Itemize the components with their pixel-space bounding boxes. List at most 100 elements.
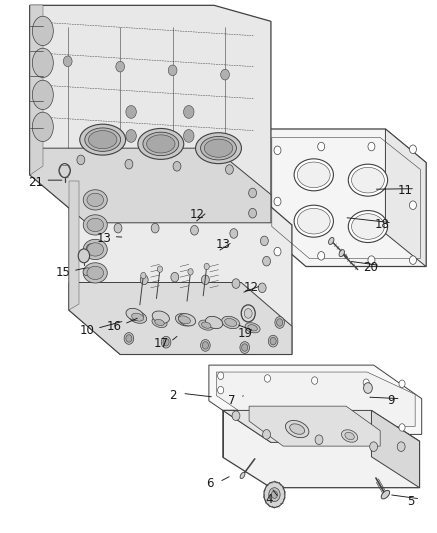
Circle shape — [191, 225, 198, 235]
Polygon shape — [30, 5, 43, 175]
Polygon shape — [69, 181, 79, 310]
Circle shape — [263, 256, 271, 266]
Circle shape — [124, 333, 134, 344]
Circle shape — [409, 201, 416, 209]
Circle shape — [271, 491, 277, 498]
Circle shape — [141, 272, 146, 279]
Circle shape — [249, 188, 257, 198]
Text: 16: 16 — [107, 320, 122, 333]
Text: 12: 12 — [190, 208, 205, 221]
Circle shape — [399, 380, 405, 387]
Circle shape — [312, 420, 318, 427]
Circle shape — [201, 340, 210, 351]
Circle shape — [184, 106, 194, 118]
Polygon shape — [223, 410, 420, 442]
Ellipse shape — [240, 472, 245, 479]
Circle shape — [125, 159, 133, 169]
Ellipse shape — [32, 17, 53, 46]
Circle shape — [184, 130, 194, 142]
Circle shape — [364, 383, 372, 393]
Ellipse shape — [83, 239, 108, 260]
Text: 17: 17 — [153, 337, 168, 350]
Circle shape — [315, 435, 323, 445]
Ellipse shape — [348, 164, 388, 196]
Polygon shape — [30, 148, 271, 223]
Ellipse shape — [345, 432, 354, 440]
Ellipse shape — [83, 190, 108, 210]
Circle shape — [201, 275, 209, 285]
Ellipse shape — [290, 424, 305, 434]
Circle shape — [264, 375, 271, 382]
Ellipse shape — [138, 128, 184, 159]
Ellipse shape — [329, 237, 334, 245]
Ellipse shape — [199, 320, 214, 330]
Ellipse shape — [248, 325, 257, 331]
Circle shape — [188, 269, 193, 275]
Circle shape — [151, 223, 159, 233]
Polygon shape — [223, 410, 420, 488]
Circle shape — [249, 208, 257, 218]
Circle shape — [260, 236, 268, 246]
Circle shape — [157, 266, 163, 272]
Circle shape — [140, 275, 148, 285]
Ellipse shape — [297, 162, 330, 188]
Ellipse shape — [351, 214, 385, 239]
Ellipse shape — [178, 316, 191, 324]
Circle shape — [126, 335, 132, 342]
Circle shape — [274, 146, 281, 155]
Circle shape — [277, 319, 283, 326]
Circle shape — [264, 482, 285, 507]
Ellipse shape — [205, 139, 232, 157]
Circle shape — [268, 335, 278, 347]
Ellipse shape — [83, 268, 92, 276]
Text: 4: 4 — [265, 494, 273, 506]
Circle shape — [168, 65, 177, 76]
Ellipse shape — [87, 243, 104, 256]
Circle shape — [218, 372, 224, 379]
Circle shape — [116, 61, 125, 72]
Ellipse shape — [87, 266, 104, 279]
Circle shape — [269, 488, 280, 502]
Text: 19: 19 — [237, 327, 252, 340]
Text: 20: 20 — [363, 261, 378, 274]
Circle shape — [221, 69, 229, 80]
Circle shape — [230, 229, 238, 238]
Circle shape — [258, 283, 266, 293]
Ellipse shape — [146, 135, 175, 153]
Circle shape — [232, 411, 240, 421]
Circle shape — [264, 417, 271, 425]
Text: 9: 9 — [387, 394, 395, 407]
Circle shape — [318, 142, 325, 151]
Text: 6: 6 — [206, 478, 214, 490]
Circle shape — [370, 442, 378, 451]
Circle shape — [397, 442, 405, 451]
Ellipse shape — [132, 313, 144, 321]
Text: 11: 11 — [398, 184, 413, 197]
Text: 5: 5 — [407, 495, 414, 507]
Ellipse shape — [222, 316, 240, 329]
Circle shape — [270, 337, 276, 345]
Text: 13: 13 — [97, 232, 111, 245]
Ellipse shape — [87, 193, 104, 207]
Ellipse shape — [294, 159, 333, 191]
Ellipse shape — [83, 263, 108, 283]
Ellipse shape — [85, 128, 121, 151]
Polygon shape — [249, 406, 380, 446]
Circle shape — [63, 56, 72, 67]
Circle shape — [318, 252, 325, 260]
Text: 18: 18 — [375, 219, 390, 231]
Ellipse shape — [178, 313, 196, 326]
Polygon shape — [69, 282, 292, 354]
Text: 7: 7 — [228, 394, 236, 407]
Ellipse shape — [351, 167, 385, 193]
Ellipse shape — [285, 421, 309, 438]
Text: 13: 13 — [215, 238, 230, 251]
Circle shape — [126, 130, 136, 142]
Text: 21: 21 — [28, 176, 43, 189]
Ellipse shape — [155, 319, 164, 326]
Polygon shape — [385, 129, 426, 266]
Ellipse shape — [88, 131, 117, 149]
Ellipse shape — [87, 219, 104, 232]
Circle shape — [263, 430, 271, 439]
Polygon shape — [69, 181, 292, 354]
